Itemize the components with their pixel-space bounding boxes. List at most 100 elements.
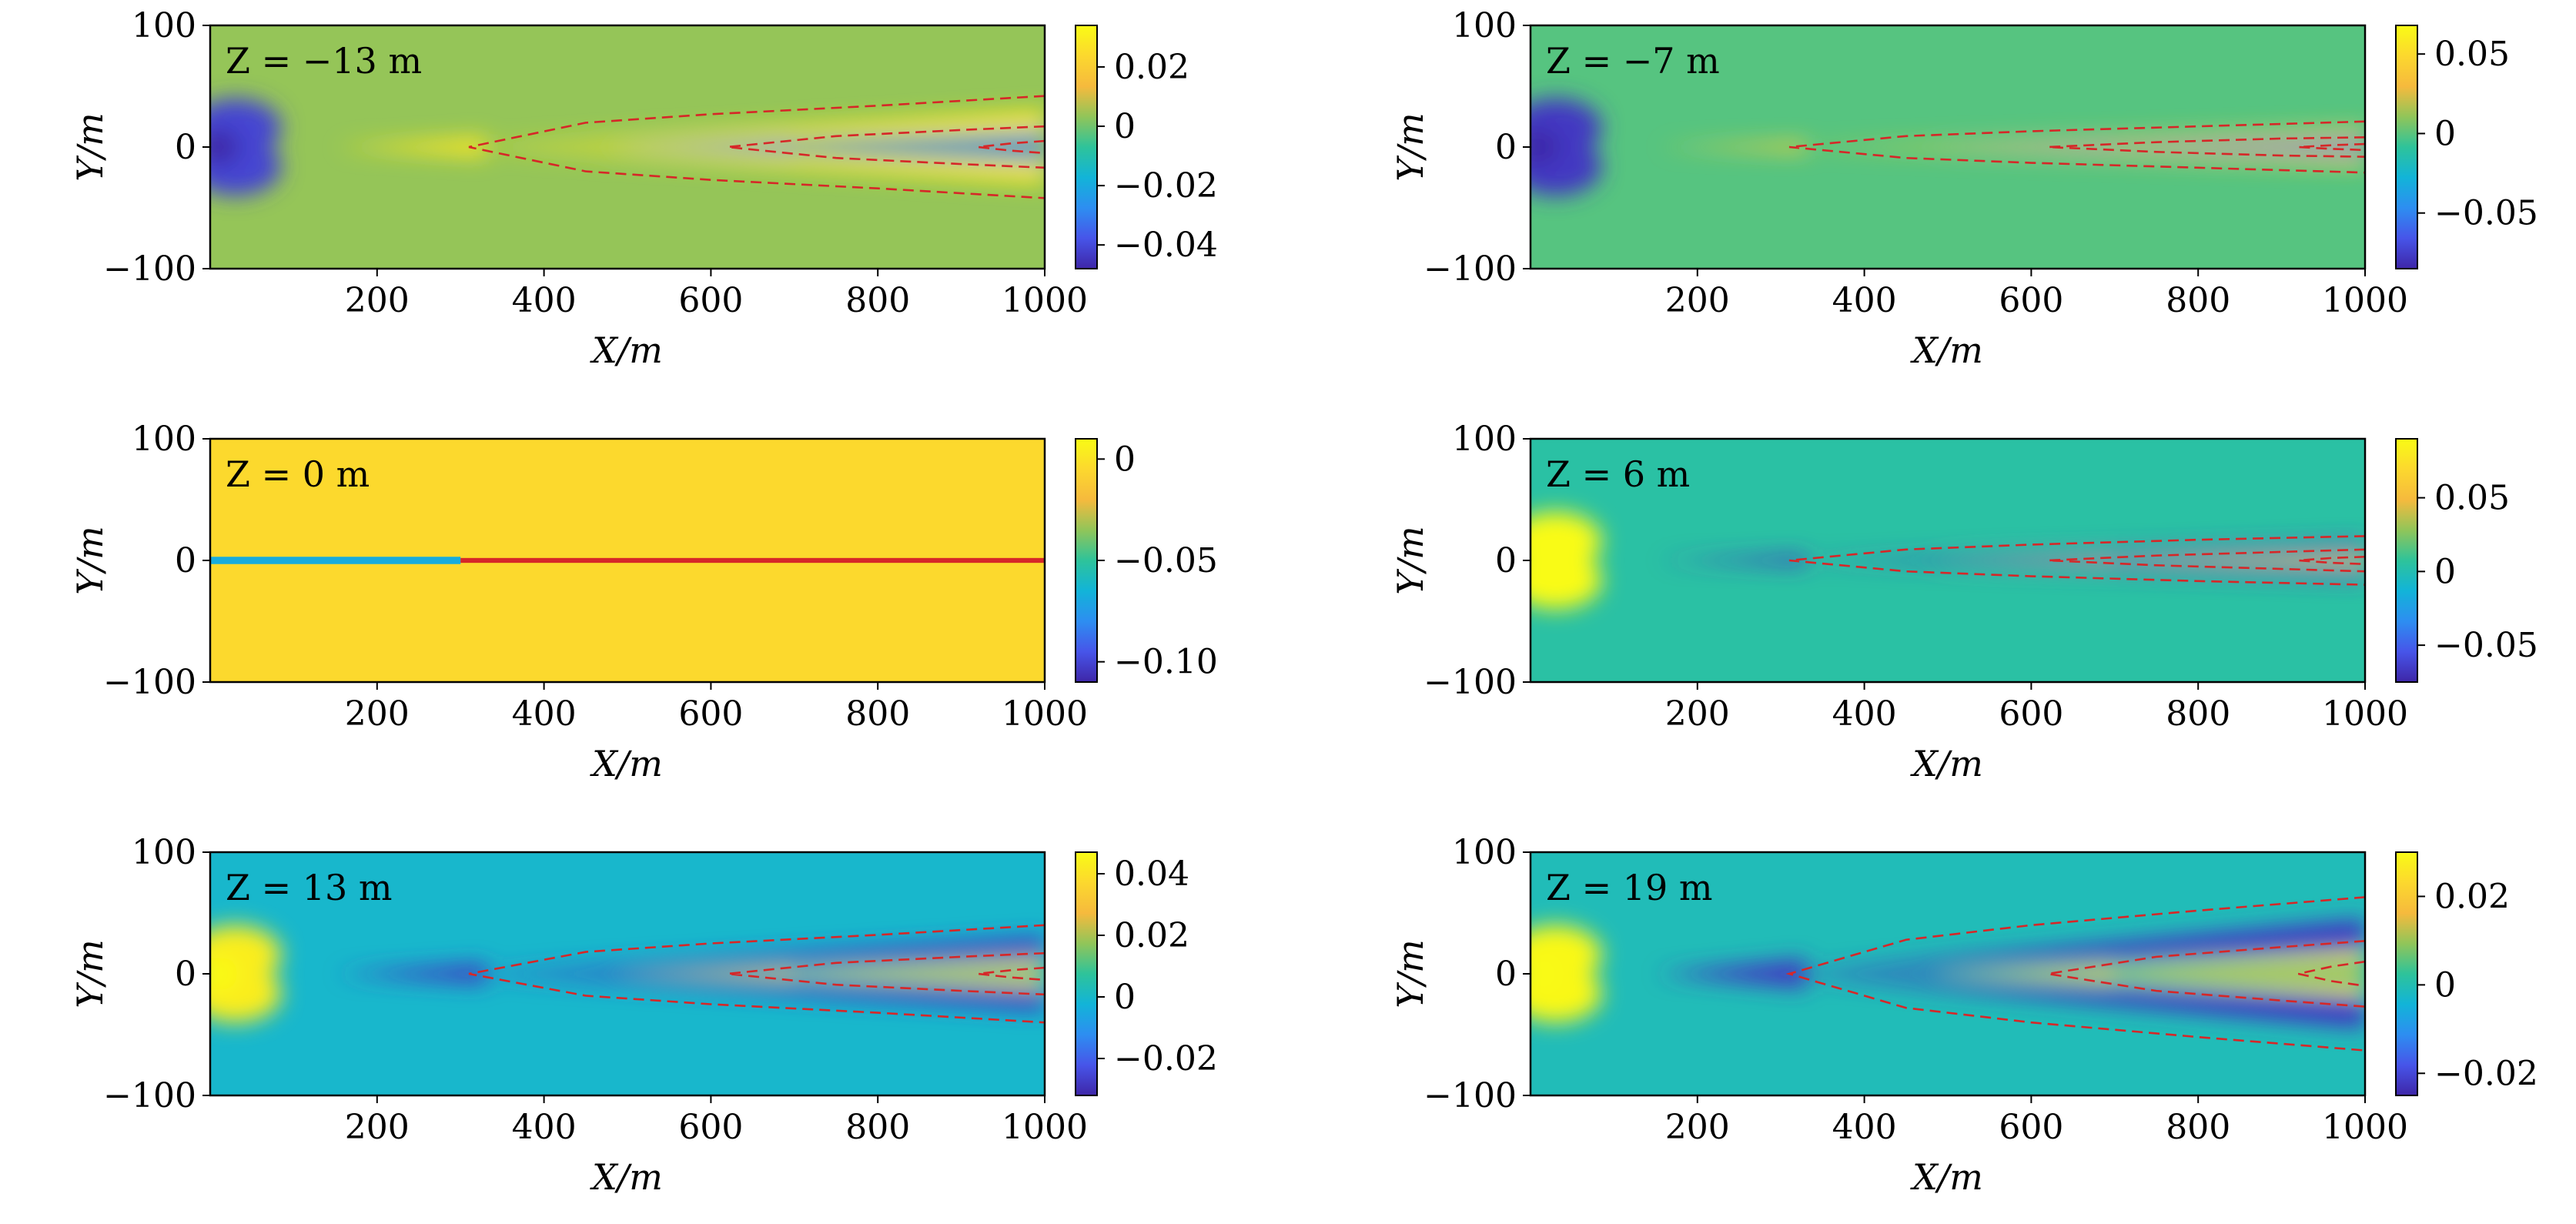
colorbar — [2395, 25, 2418, 269]
z-level-label: Z = 19 m — [1546, 867, 1713, 908]
contour-line — [2298, 555, 2365, 566]
x-axis-label: X/m — [590, 1156, 663, 1198]
x-tick-label: 200 — [345, 694, 410, 734]
wake-arm-inner — [2031, 951, 2365, 974]
colorbar-tick-label: 0.02 — [1114, 48, 1189, 87]
x-tick-label: 600 — [678, 1108, 743, 1147]
y-axis-label: Y/m — [1390, 939, 1431, 1008]
colorbar-tick-label: 0 — [2434, 552, 2456, 591]
colorbar-tick-label: −0.10 — [1114, 643, 1218, 682]
wake-arm — [460, 974, 1045, 1011]
y-tick-label: −100 — [103, 663, 196, 702]
x-axis-label: X/m — [590, 743, 663, 784]
heatmap-field — [210, 439, 1045, 682]
contour-line — [2048, 136, 2365, 158]
contour-line — [468, 924, 1045, 1024]
z-level-label: Z = −13 m — [226, 40, 422, 82]
y-axis-label: Y/m — [1390, 526, 1431, 594]
wake-arm — [1781, 147, 2365, 166]
y-tick-label: 100 — [132, 6, 196, 45]
x-tick-label: 600 — [678, 281, 743, 320]
x-tick-label: 400 — [512, 1108, 577, 1147]
contour-line — [1788, 120, 2365, 174]
heatmap-field — [1531, 439, 2365, 682]
x-axis-label: X/m — [590, 329, 663, 371]
heatmap-field — [210, 25, 1045, 269]
z-level-label: Z = −7 m — [1546, 40, 1720, 82]
contour-line — [2048, 548, 2365, 573]
z-level-label: Z = 0 m — [226, 453, 370, 495]
x-axis-label: X/m — [1910, 743, 1983, 784]
near-field-core — [1531, 957, 1559, 991]
y-axis-label: Y/m — [69, 939, 111, 1008]
x-tick-label: 1000 — [2322, 694, 2408, 734]
x-tick-label: 1000 — [1002, 281, 1088, 320]
wake-arm — [460, 937, 1045, 974]
x-tick-label: 1000 — [1002, 694, 1088, 734]
colorbar-tick-label: −0.05 — [2434, 626, 2538, 665]
wake-arm-inner — [2031, 560, 2365, 568]
x-tick-label: 600 — [678, 694, 743, 734]
y-axis-label: Y/m — [1390, 112, 1431, 181]
z-level-label: Z = 13 m — [226, 867, 393, 908]
centerline-band — [210, 557, 461, 564]
y-tick-label: 100 — [132, 833, 196, 872]
y-tick-label: −100 — [103, 1076, 196, 1115]
wake-arm — [1781, 918, 2365, 974]
colorbar-tick-label: −0.04 — [1114, 226, 1218, 265]
y-tick-label: 100 — [1452, 420, 1517, 459]
x-axis-label: X/m — [1910, 329, 1983, 371]
contour-line — [468, 95, 1045, 199]
y-tick-label: 0 — [175, 128, 196, 167]
contour-line — [2298, 960, 2365, 988]
wake-arm — [1781, 129, 2365, 147]
y-tick-label: 100 — [1452, 6, 1517, 45]
y-tick-label: 0 — [1495, 541, 1517, 580]
heatmap-field — [1531, 852, 2365, 1095]
y-tick-label: −100 — [1423, 249, 1517, 289]
x-tick-label: 600 — [1999, 281, 2063, 320]
contour-line — [2298, 142, 2365, 152]
heatmap-structures — [1531, 98, 2365, 196]
x-tick-label: 800 — [845, 1108, 910, 1147]
heatmap-structures — [210, 925, 1045, 1023]
y-tick-label: −100 — [1423, 1076, 1517, 1115]
wake-tongue — [1655, 959, 1806, 988]
x-axis-label: X/m — [1910, 1156, 1983, 1198]
colorbar-tick-label: 0 — [1114, 978, 1136, 1017]
contour-line — [1785, 896, 2365, 1052]
y-tick-label: 0 — [1495, 955, 1517, 994]
heatmap-field — [1531, 25, 2365, 269]
y-tick-label: −100 — [1423, 663, 1517, 702]
y-tick-label: −100 — [103, 249, 196, 289]
x-tick-label: 800 — [2166, 281, 2230, 320]
y-tick-label: 0 — [175, 541, 196, 580]
colorbar-tick-label: −0.02 — [1114, 166, 1218, 206]
x-tick-label: 800 — [2166, 694, 2230, 734]
y-tick-label: 0 — [1495, 128, 1517, 167]
colorbar-tick-label: −0.05 — [2434, 194, 2538, 233]
contour-line — [1788, 535, 2365, 586]
colorbar-tick-label: 0 — [1114, 107, 1136, 146]
colorbar-tick-label: 0.05 — [2434, 35, 2510, 74]
centerline-band — [460, 557, 1045, 564]
colorbar — [2395, 851, 2418, 1096]
colorbar-tick-label: −0.05 — [1114, 541, 1218, 580]
wake-arm — [1781, 542, 2365, 560]
wake-tongue — [1655, 142, 1806, 152]
x-tick-label: 400 — [1832, 694, 1897, 734]
x-tick-label: 400 — [512, 281, 577, 320]
contour-line — [978, 966, 1045, 982]
x-tick-label: 1000 — [2322, 281, 2408, 320]
colorbar-tick-label: 0 — [2434, 965, 2456, 1005]
colorbar-tick-label: 0.02 — [2434, 877, 2510, 916]
colorbar-tick-label: 0 — [2434, 114, 2456, 153]
wake-tongue — [1655, 555, 1806, 566]
contour-line — [978, 139, 1045, 155]
